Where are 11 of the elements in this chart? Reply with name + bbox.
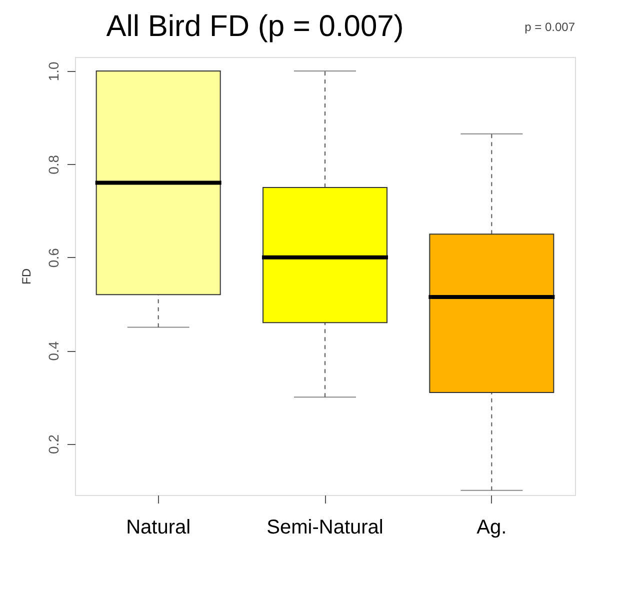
x-tick-label: Natural bbox=[126, 516, 191, 538]
text: p = 0.007 bbox=[524, 20, 576, 34]
y-tick-label: 0.6 bbox=[46, 248, 62, 268]
y-tick-label: 0.4 bbox=[46, 341, 62, 361]
y-tick-label: 0.2 bbox=[46, 434, 62, 454]
chart-title: All Bird FD (p = 0.007) bbox=[106, 10, 404, 43]
y-tick-label: 0.8 bbox=[46, 154, 62, 174]
y-axis-title: FD bbox=[20, 268, 34, 284]
y-tick-label: 1.0 bbox=[46, 62, 62, 82]
x-tick-label: Semi-Natural bbox=[266, 516, 384, 538]
x-tick-label: Ag. bbox=[476, 516, 507, 538]
